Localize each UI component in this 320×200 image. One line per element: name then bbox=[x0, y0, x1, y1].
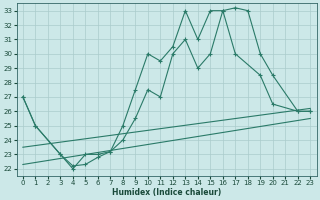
X-axis label: Humidex (Indice chaleur): Humidex (Indice chaleur) bbox=[112, 188, 221, 197]
